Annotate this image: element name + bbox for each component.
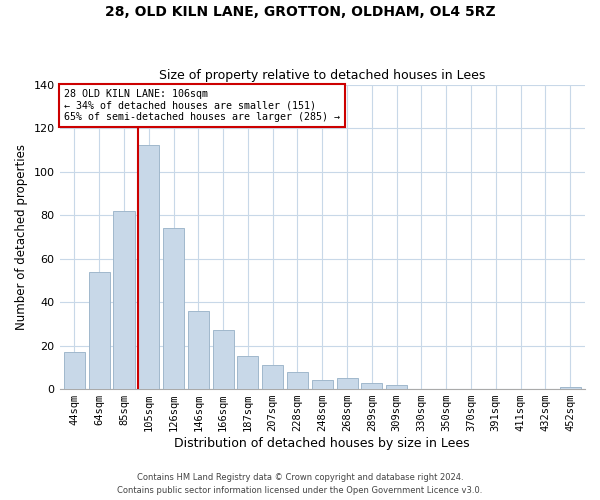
Bar — [89, 272, 110, 389]
Bar — [560, 387, 581, 389]
Bar — [262, 365, 283, 389]
Bar — [312, 380, 333, 389]
Bar — [386, 384, 407, 389]
Text: Contains HM Land Registry data © Crown copyright and database right 2024.
Contai: Contains HM Land Registry data © Crown c… — [118, 474, 482, 495]
X-axis label: Distribution of detached houses by size in Lees: Distribution of detached houses by size … — [175, 437, 470, 450]
Title: Size of property relative to detached houses in Lees: Size of property relative to detached ho… — [159, 69, 485, 82]
Bar — [64, 352, 85, 389]
Bar — [361, 382, 382, 389]
Bar — [163, 228, 184, 389]
Y-axis label: Number of detached properties: Number of detached properties — [15, 144, 28, 330]
Text: 28, OLD KILN LANE, GROTTON, OLDHAM, OL4 5RZ: 28, OLD KILN LANE, GROTTON, OLDHAM, OL4 … — [104, 5, 496, 19]
Bar — [212, 330, 233, 389]
Bar — [138, 146, 160, 389]
Text: 28 OLD KILN LANE: 106sqm
← 34% of detached houses are smaller (151)
65% of semi-: 28 OLD KILN LANE: 106sqm ← 34% of detach… — [64, 89, 340, 122]
Bar — [287, 372, 308, 389]
Bar — [337, 378, 358, 389]
Bar — [113, 210, 134, 389]
Bar — [188, 311, 209, 389]
Bar — [238, 356, 259, 389]
